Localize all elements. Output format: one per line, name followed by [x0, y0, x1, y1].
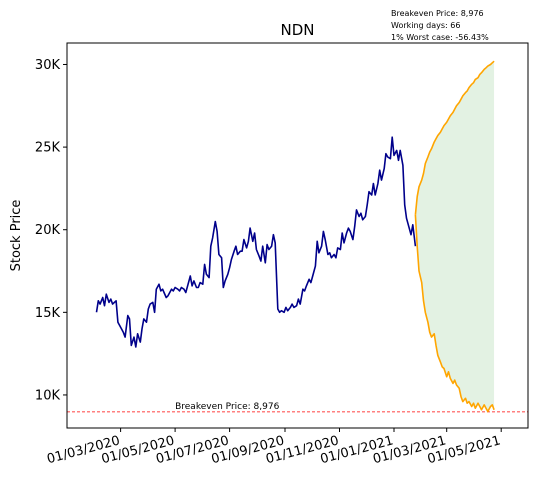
y-axis-label: Stock Price [9, 200, 24, 272]
breakeven-label: Breakeven Price: 8,976 [175, 402, 279, 412]
working-days-info: Working days: 66 [391, 21, 461, 30]
y-tick-label: 20K [35, 223, 61, 238]
history-line [95, 136, 417, 348]
chart-title: NDN [281, 21, 315, 39]
y-tick-label: 30K [35, 58, 61, 73]
lower-scenario-line [414, 214, 495, 413]
breakeven-info: Breakeven Price: 8,976 [391, 9, 484, 18]
y-tick-label: 15K [35, 306, 61, 321]
y-tick-label: 10K [35, 388, 61, 403]
worst-case-info: 1% Worst case: -56.43% [391, 33, 489, 42]
y-tick-label: 25K [35, 141, 61, 156]
scenario-range-fill [415, 61, 495, 412]
plot-frame [66, 42, 529, 429]
upper-scenario-line [414, 60, 495, 215]
